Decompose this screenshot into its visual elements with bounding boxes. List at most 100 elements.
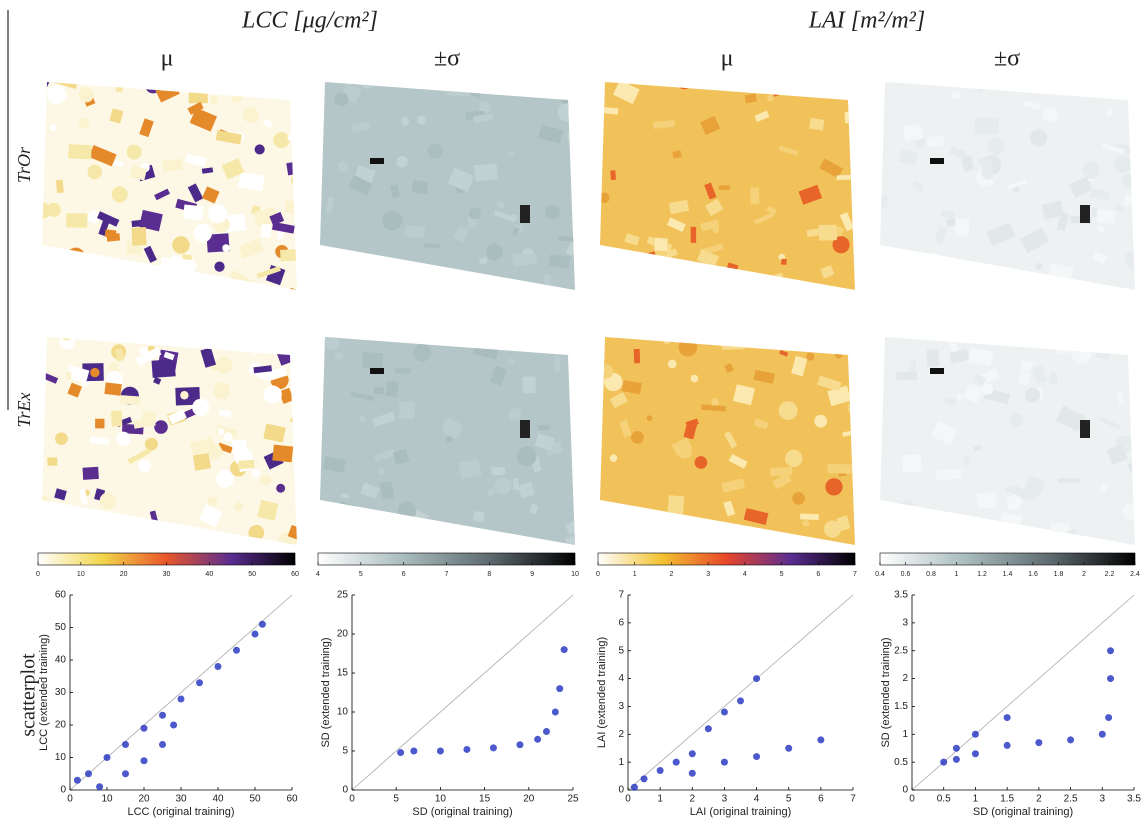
map-patch	[936, 469, 962, 481]
map-patch	[1035, 232, 1047, 243]
map-patch	[940, 209, 955, 220]
map-patch	[1121, 173, 1135, 189]
map-patch	[369, 82, 377, 84]
map-patch	[284, 200, 297, 215]
y-tick-label: 60	[55, 590, 67, 601]
x-tick-label: 0	[909, 794, 915, 805]
map-patch	[95, 418, 105, 429]
map-patch	[847, 399, 855, 418]
map-patch	[654, 537, 670, 545]
map-patch	[167, 408, 187, 425]
map-patch	[507, 358, 516, 365]
map-patch	[81, 259, 105, 277]
map-patch	[781, 258, 787, 265]
map	[880, 82, 1135, 290]
map-patch	[718, 185, 731, 190]
map-patch	[253, 365, 272, 374]
map-patch	[45, 263, 72, 278]
colorbar-tick-label: 7	[853, 571, 857, 578]
map-patch	[1068, 176, 1093, 199]
map-patch	[986, 222, 1016, 247]
map-patch	[898, 148, 919, 167]
y-tick-label: 2	[618, 729, 624, 740]
point	[159, 711, 166, 719]
map-patch	[189, 442, 202, 448]
colorbar-tick-label: 0.4	[875, 571, 885, 578]
map-patch	[443, 420, 462, 439]
map-patch	[1101, 143, 1126, 155]
x-tick-label: 3.5	[1127, 794, 1141, 805]
map-patch	[154, 420, 168, 434]
map-patch	[392, 448, 410, 465]
map-patch	[996, 277, 1009, 290]
map-patch	[478, 532, 505, 545]
map-patch	[700, 219, 720, 232]
point	[560, 646, 568, 654]
map-patch	[619, 419, 632, 438]
point	[258, 620, 266, 628]
map-patch	[192, 453, 212, 471]
map-patch	[404, 224, 426, 239]
map-patch	[257, 499, 279, 521]
x-tick-label: 2	[1036, 794, 1042, 805]
map-patch	[334, 351, 344, 361]
map-patch	[1096, 209, 1116, 225]
colorbar-tick-label: 9	[530, 571, 534, 578]
colorbar-tick-label: 0.8	[926, 571, 936, 578]
x-tick-label: 7	[850, 794, 856, 805]
map-patch	[753, 369, 775, 384]
map-patch	[143, 245, 157, 263]
map-patch	[936, 533, 957, 545]
map-patch	[188, 89, 208, 104]
point	[1003, 741, 1011, 749]
map-patch	[62, 267, 79, 284]
map-patch	[447, 82, 471, 97]
map-patch	[320, 266, 333, 281]
point	[1107, 647, 1115, 655]
map-patch	[436, 546, 448, 552]
map-patch	[753, 418, 769, 430]
point	[410, 747, 418, 755]
map-patch	[493, 210, 516, 223]
map-patch	[146, 271, 158, 290]
map-patch	[266, 366, 288, 382]
point	[1105, 714, 1113, 722]
y-axis-label: LAI (extended training)	[596, 637, 608, 748]
map-patch	[1024, 387, 1041, 403]
map-patch	[142, 337, 156, 342]
map-patch	[607, 270, 630, 290]
point	[551, 708, 559, 716]
map-patch	[612, 82, 640, 105]
y-tick-label: 0	[342, 785, 348, 796]
map-patch	[785, 449, 803, 468]
x-tick-label: 6	[818, 794, 824, 805]
map-patch	[1019, 359, 1033, 372]
map-patch	[669, 284, 679, 290]
map-patch	[280, 248, 297, 262]
map-patch	[767, 94, 774, 102]
map-patch	[1055, 405, 1086, 432]
map-patch	[106, 370, 123, 387]
x-tick-label: 1.5	[1000, 794, 1014, 805]
map-patch	[998, 337, 1006, 346]
map-patch	[440, 522, 457, 540]
map-patch	[139, 346, 149, 355]
map-patch	[517, 481, 536, 499]
map-patch	[131, 529, 151, 545]
point	[542, 728, 550, 735]
y-tick-label: 1	[618, 757, 624, 768]
map-patch	[276, 483, 286, 493]
map-patch	[1046, 279, 1066, 288]
map-patch	[856, 209, 877, 218]
point	[940, 758, 948, 766]
map-patch	[930, 158, 944, 164]
map-patch	[272, 444, 294, 463]
map-patch	[996, 273, 1020, 290]
colorbar-tick-label: 0.6	[901, 571, 911, 578]
map-patch	[242, 106, 259, 123]
map-patch	[520, 420, 530, 438]
map-patch	[652, 541, 667, 545]
map-patch	[600, 192, 610, 204]
y-tick-label: 10	[337, 707, 349, 718]
map-patch	[949, 349, 970, 364]
